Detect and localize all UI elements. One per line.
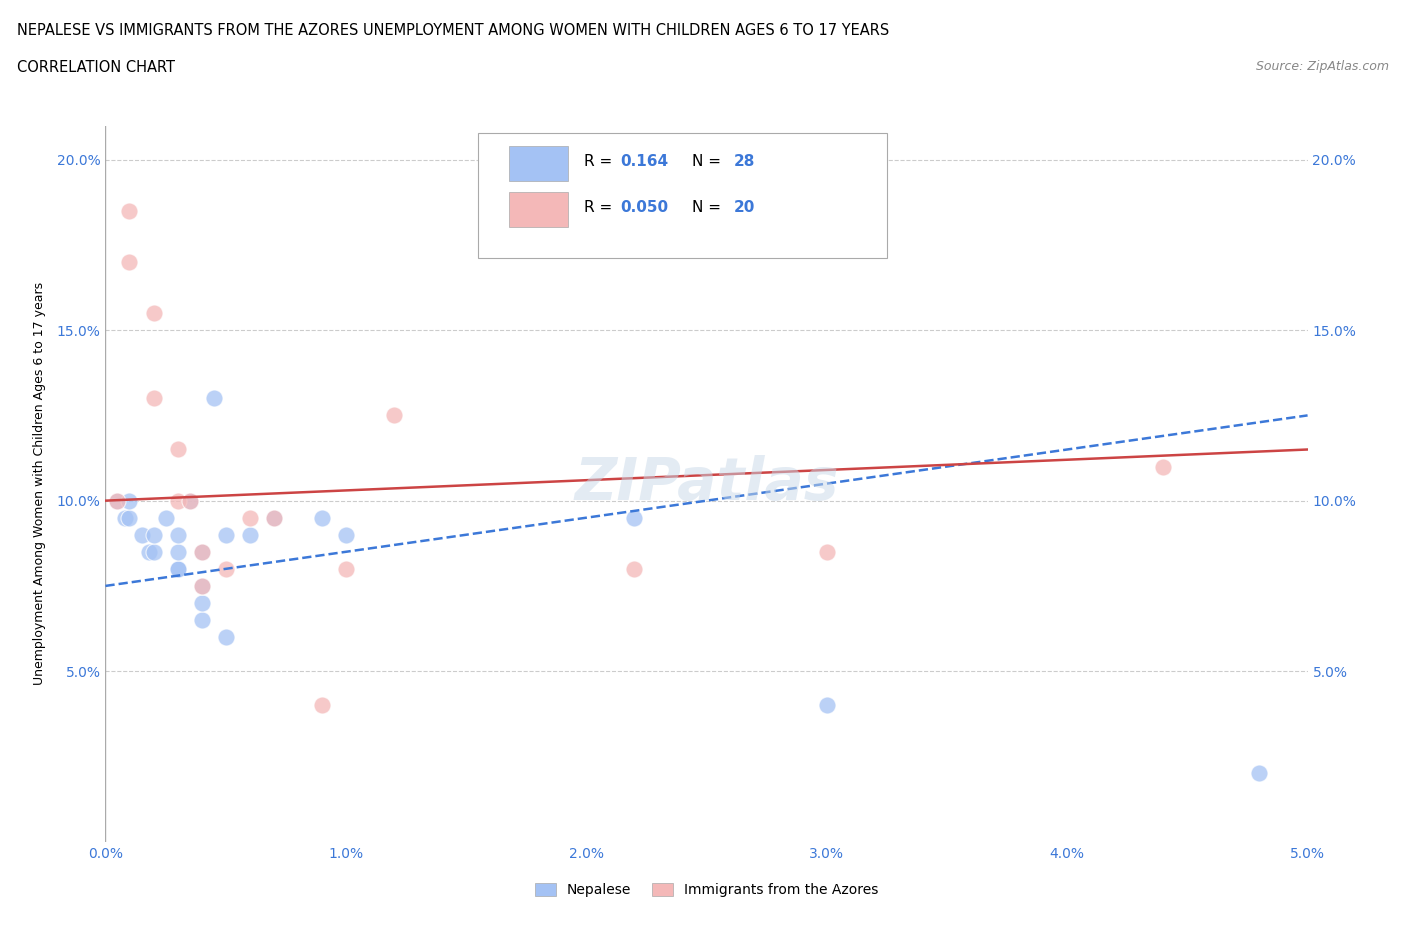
Point [815,698,838,712]
Point [166,544,188,559]
Point [239,527,262,542]
Point [142,391,165,405]
Point [335,562,357,577]
Point [118,493,141,508]
Text: CORRELATION CHART: CORRELATION CHART [17,60,174,75]
Text: N =: N = [692,200,725,216]
Point [263,511,285,525]
Point [214,527,236,542]
Point [239,511,262,525]
Point [1152,459,1174,474]
Point [623,511,645,525]
Point [131,527,153,542]
Legend: Nepalese, Immigrants from the Azores: Nepalese, Immigrants from the Azores [529,878,884,903]
Point [166,493,188,508]
Point [107,493,129,508]
FancyBboxPatch shape [478,133,887,258]
Point [166,527,188,542]
Point [263,511,285,525]
Point [190,578,212,593]
Point [138,544,160,559]
Text: 0.164: 0.164 [620,153,668,169]
Point [190,544,212,559]
Point [202,391,225,405]
Point [118,511,141,525]
Text: 28: 28 [734,153,755,169]
Point [190,613,212,628]
Point [190,578,212,593]
Point [142,306,165,321]
Point [179,493,201,508]
Point [118,204,141,219]
Point [623,562,645,577]
FancyBboxPatch shape [509,193,568,227]
Y-axis label: Unemployment Among Women with Children Ages 6 to 17 years: Unemployment Among Women with Children A… [32,282,45,685]
Point [107,493,129,508]
Text: ZIPatlas: ZIPatlas [574,455,839,512]
Text: R =: R = [583,153,617,169]
Text: Source: ZipAtlas.com: Source: ZipAtlas.com [1256,60,1389,73]
Point [155,511,177,525]
FancyBboxPatch shape [509,146,568,180]
Point [190,595,212,610]
Point [166,562,188,577]
Point [214,630,236,644]
Text: N =: N = [692,153,725,169]
Point [166,562,188,577]
Text: R =: R = [583,200,617,216]
Point [114,511,136,525]
Point [190,544,212,559]
Point [179,493,201,508]
Point [311,698,333,712]
Point [815,544,838,559]
Point [118,255,141,270]
Point [142,527,165,542]
Point [382,408,405,423]
Point [311,511,333,525]
Point [166,442,188,457]
Point [214,562,236,577]
Text: 20: 20 [734,200,755,216]
Point [335,527,357,542]
Point [1249,766,1271,781]
Text: 0.050: 0.050 [620,200,668,216]
Text: NEPALESE VS IMMIGRANTS FROM THE AZORES UNEMPLOYMENT AMONG WOMEN WITH CHILDREN AG: NEPALESE VS IMMIGRANTS FROM THE AZORES U… [17,23,889,38]
Point [142,544,165,559]
